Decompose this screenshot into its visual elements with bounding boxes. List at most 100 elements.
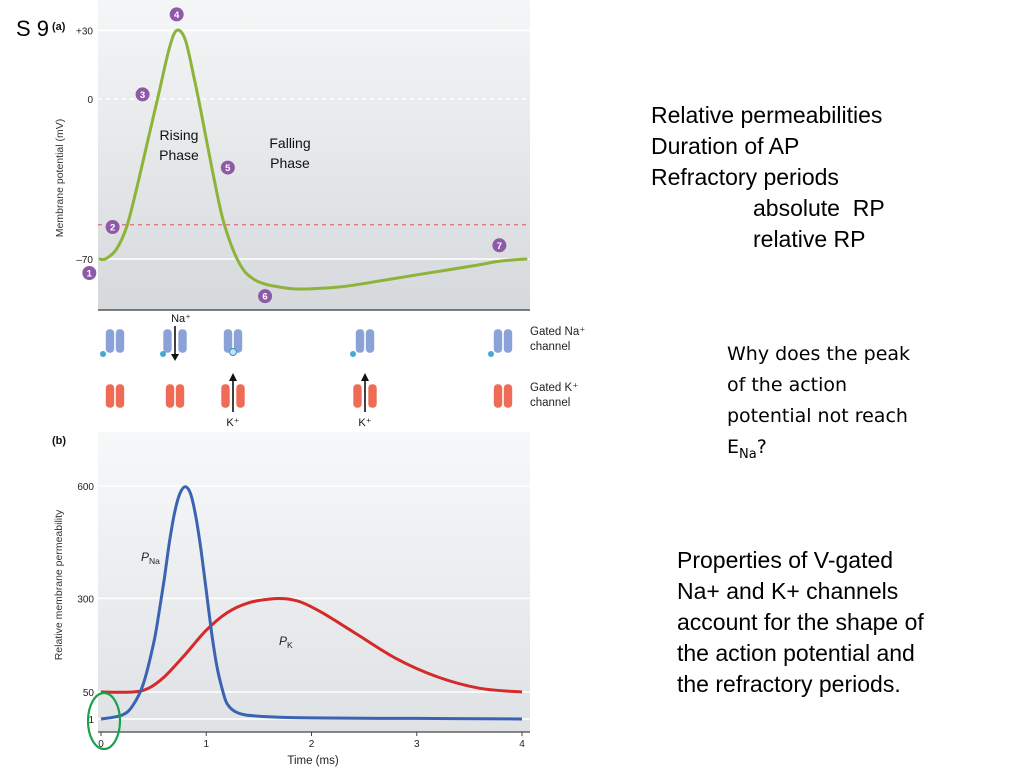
notes-list: Relative permeabilities Duration of AP R…	[651, 100, 885, 255]
na-inactivation-gate	[229, 348, 237, 356]
step-marker-number: 2	[110, 223, 115, 234]
channel-subunit-left	[223, 328, 233, 354]
step-marker-number: 1	[87, 269, 93, 280]
step-marker-6: 6	[258, 289, 273, 304]
channel-subunit-right	[367, 383, 378, 409]
y-tick-label-b-3: 600	[77, 482, 94, 493]
k-channel-1	[105, 383, 125, 409]
channel-subunit-right	[233, 328, 243, 354]
phase-label-word: Phase	[159, 147, 199, 163]
panel-a-label: (a)	[52, 21, 66, 33]
phase-label-rising: Rising Phase	[159, 127, 199, 163]
channel-subunit-right	[503, 328, 513, 354]
channel-subunit-left	[165, 383, 175, 409]
channel-subunit-left	[105, 328, 115, 354]
channel-subunit-right	[235, 383, 246, 409]
k-ion-label-2: K⁺	[358, 417, 371, 429]
na-channel-1	[100, 328, 125, 357]
channel-subunit-right	[365, 328, 375, 354]
gated-k-label-line-1: Gated K⁺	[530, 382, 578, 394]
y-axis-label-b: Relative membrane permeability	[53, 509, 65, 660]
channel-subunit-right	[115, 383, 125, 409]
step-marker-circle	[105, 220, 120, 234]
channel-subunit-left	[355, 328, 365, 354]
na-gate-ball	[100, 351, 106, 357]
step-marker-number: 3	[140, 90, 145, 101]
permeability-chart: 1 50 300 600 0 1 2 3 4 (b) Time (ms) Relative membr…	[52, 432, 530, 767]
channel-subunit-left	[162, 328, 173, 354]
note-refractory-periods: Refractory periods	[651, 164, 839, 190]
pna-series-label-sub: Na	[149, 556, 160, 566]
k-flow-arrow-head	[229, 373, 237, 381]
x-tick-label-b-2: 2	[309, 739, 315, 750]
y-tick-label-b-0: 1	[88, 715, 94, 726]
pna-series-label-main: P	[141, 550, 149, 564]
note-relative-permeabilities: Relative permeabilities	[651, 102, 883, 128]
slide-label: S 9	[16, 16, 50, 41]
k-channel-3	[220, 373, 246, 412]
gated-k-label-line-2: channel	[530, 397, 570, 409]
panel-b-label: (b)	[52, 435, 66, 447]
gated-na-label-line-2: channel	[530, 341, 570, 353]
phase-label-word: Phase	[270, 155, 310, 171]
pk-series-label-main: P	[279, 634, 287, 648]
channel-states-row: Na⁺ K⁺ K⁺ Gated Na⁺ channel Gated K⁺ channel	[100, 313, 585, 429]
y-tick-label-a-1: 0	[87, 95, 93, 106]
channel-subunit-left	[352, 383, 363, 409]
question-subscript: Na	[739, 446, 757, 462]
channel-subunit-right	[503, 383, 513, 409]
pna-series-label: PNa	[141, 550, 160, 566]
na-channel-5	[488, 328, 513, 357]
membrane-potential-chart: +30 0 –70 (a) Membrane potential (mV) 1 2 3 4 5 6 7…	[52, 0, 530, 311]
membrane-potential-line	[98, 28, 528, 291]
na-ion-label: Na⁺	[171, 313, 191, 325]
step-marker-number: 6	[262, 292, 267, 303]
pk-series-label: PK	[279, 634, 293, 650]
note-absolute-rp: absolute RP	[753, 195, 885, 221]
channel-subunit-left	[220, 383, 231, 409]
channel-subunit-right	[177, 328, 188, 354]
step-marker-number: 4	[174, 10, 180, 21]
y-tick-label-a-2: –70	[76, 255, 93, 266]
step-marker-number: 5	[225, 163, 231, 174]
x-axis-label-b: Time (ms)	[287, 755, 338, 767]
step-marker-5: 5	[220, 160, 235, 175]
note-duration-of-ap: Duration of AP	[651, 133, 800, 159]
y-tick-label-a-0: +30	[76, 26, 93, 37]
pk-line	[100, 596, 523, 694]
na-channel-4	[350, 328, 375, 357]
na-gate-ball	[488, 351, 494, 357]
step-marker-1: 1	[82, 266, 97, 280]
step-marker-circle	[135, 87, 150, 102]
step-marker-circle	[220, 160, 235, 175]
channel-subunit-right	[175, 383, 185, 409]
y-tick-label-b-1: 50	[83, 688, 95, 699]
pk-series-label-sub: K	[287, 640, 293, 650]
question-end: ?	[756, 436, 767, 458]
k-channel-2	[165, 383, 185, 409]
na-flow-arrow-head	[171, 354, 179, 361]
na-gate-ball	[160, 351, 166, 357]
y-tick-label-b-2: 300	[77, 594, 94, 605]
na-gate-ball	[350, 351, 356, 357]
k-channel-4	[352, 373, 378, 412]
step-marker-circle	[258, 289, 273, 304]
k-ion-label-1: K⁺	[226, 417, 239, 429]
phase-label-word: Falling	[269, 135, 310, 151]
question-main: Why does the peak of the action potentia…	[727, 343, 911, 458]
step-marker-4: 4	[169, 7, 184, 22]
k-flow-arrow-head	[361, 373, 369, 381]
k-channel-5	[493, 383, 513, 409]
x-tick-label-b-3: 3	[414, 739, 420, 750]
y-axis-label-a: Membrane potential (mV)	[54, 119, 66, 237]
step-marker-number: 7	[497, 241, 502, 252]
question-text: Why does the peak of the action potentia…	[727, 339, 927, 470]
x-tick-label-b-4: 4	[519, 739, 525, 750]
x-tick-label-b-1: 1	[203, 739, 209, 750]
phase-label-word: Rising	[160, 127, 199, 143]
gated-na-label-line-1: Gated Na⁺	[530, 326, 585, 338]
properties-text: Properties of V-gated Na+ and K+ channel…	[677, 547, 924, 697]
channel-subunit-left	[105, 383, 115, 409]
phase-label-falling: Falling Phase	[269, 135, 310, 171]
